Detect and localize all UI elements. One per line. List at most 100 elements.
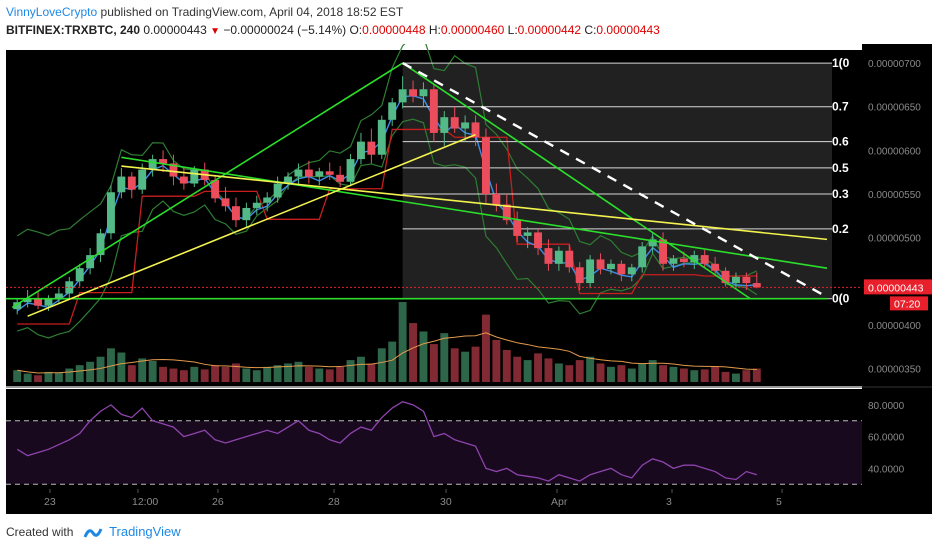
candle bbox=[575, 262, 584, 290]
candle bbox=[523, 227, 532, 249]
candle bbox=[565, 244, 574, 273]
candle-body bbox=[409, 89, 417, 97]
author-link[interactable]: VinnyLoveCrypto bbox=[6, 5, 98, 19]
candle-body bbox=[440, 117, 449, 133]
candle-body bbox=[325, 171, 334, 175]
volume-bar bbox=[429, 344, 438, 382]
rsi-axis-tick: 60.0000 bbox=[868, 433, 905, 444]
candle-body bbox=[127, 176, 136, 190]
green-wedge-line bbox=[121, 156, 828, 269]
volume-bar bbox=[75, 365, 84, 382]
candle-body bbox=[471, 122, 480, 138]
volume-bar bbox=[23, 373, 32, 382]
volume-bar bbox=[502, 350, 511, 382]
candle bbox=[502, 194, 511, 225]
candle bbox=[273, 176, 282, 203]
volume-bar bbox=[169, 368, 178, 382]
volume-bar bbox=[700, 369, 709, 382]
countdown-tag-text: 07:20 bbox=[894, 298, 920, 310]
candle-body bbox=[96, 233, 105, 256]
candle bbox=[388, 98, 397, 126]
symbol-label: BITFINEX:TRXBTC, 240 bbox=[6, 23, 141, 37]
candle bbox=[75, 263, 84, 287]
candle bbox=[54, 288, 63, 304]
volume-bar bbox=[575, 360, 584, 382]
candle-body bbox=[513, 220, 522, 236]
green-downtrend-line bbox=[402, 62, 751, 300]
price-axis-tick: 0.00000550 bbox=[868, 190, 921, 201]
candle bbox=[596, 253, 605, 275]
time-axis-tick: 23 bbox=[44, 496, 56, 508]
candle bbox=[669, 255, 678, 271]
fib-level-label: 0.6 bbox=[832, 135, 849, 149]
publish-info: VinnyLoveCrypto published on TradingView… bbox=[6, 5, 403, 19]
rsi-band-fill bbox=[6, 420, 862, 485]
candle-body bbox=[190, 169, 199, 184]
candle-body bbox=[273, 183, 282, 198]
candle bbox=[13, 298, 22, 315]
candle bbox=[471, 115, 480, 146]
volume-bar bbox=[544, 358, 553, 382]
candle-body bbox=[419, 89, 428, 97]
candle bbox=[409, 80, 417, 103]
candle-body bbox=[221, 198, 230, 207]
candle-body bbox=[252, 202, 261, 208]
volume-bar bbox=[513, 356, 522, 382]
volume-bar bbox=[242, 368, 251, 382]
candle-body bbox=[700, 255, 709, 264]
rsi-pane bbox=[6, 389, 862, 489]
volume-bar bbox=[471, 346, 480, 382]
candle-body bbox=[336, 174, 345, 182]
candle bbox=[732, 272, 740, 289]
volume-bar bbox=[107, 348, 115, 382]
candle bbox=[638, 242, 647, 273]
time-axis-tick: 5 bbox=[776, 496, 782, 508]
candle-body bbox=[534, 232, 542, 249]
candle bbox=[159, 150, 167, 173]
candle bbox=[627, 263, 636, 282]
candle bbox=[700, 249, 709, 268]
candle-body bbox=[242, 207, 251, 221]
volume-bar bbox=[450, 348, 459, 382]
candle bbox=[429, 84, 438, 142]
close-value: 0.00000443 bbox=[596, 23, 660, 37]
candle bbox=[367, 128, 376, 164]
volume-bar bbox=[461, 351, 470, 382]
volume-bar bbox=[96, 356, 105, 382]
rsi-axis-tick: 80.0000 bbox=[868, 401, 905, 412]
candle bbox=[211, 174, 220, 203]
price-axis-tick: 0.00000350 bbox=[868, 365, 921, 376]
volume-bar bbox=[211, 365, 220, 382]
candle-body bbox=[357, 141, 365, 160]
candle-body bbox=[169, 163, 178, 177]
price-chart[interactable]: 1(0 0.7 0.6 0.5 0.3 0.2 0(0 0.00000700 0.0000065… bbox=[0, 44, 932, 514]
volume-bar bbox=[284, 363, 292, 382]
volume-bar bbox=[638, 363, 647, 382]
volume-bar bbox=[304, 366, 313, 382]
volume-bar bbox=[367, 363, 376, 382]
tradingview-brand[interactable]: TradingView bbox=[109, 524, 181, 539]
candle bbox=[263, 192, 272, 212]
fib-level-label: 0.7 bbox=[832, 100, 849, 114]
candle-body bbox=[565, 250, 574, 268]
volume-bar bbox=[586, 356, 595, 382]
candle bbox=[450, 106, 459, 133]
candle-body bbox=[54, 293, 63, 299]
candle-body bbox=[648, 239, 657, 247]
candle-body bbox=[461, 122, 470, 129]
volume-bar bbox=[315, 368, 324, 382]
volume-bar bbox=[482, 314, 490, 382]
created-with-text: Created with bbox=[6, 525, 74, 539]
price-axis-tick: 0.00000500 bbox=[868, 234, 921, 245]
candle bbox=[252, 195, 261, 215]
volume-bar bbox=[440, 333, 449, 382]
fib-level-label: 0.3 bbox=[832, 187, 849, 201]
published-text: published on TradingView.com, April 04, … bbox=[100, 5, 404, 19]
volume-bar bbox=[232, 363, 240, 382]
last-price-tag bbox=[864, 279, 932, 295]
high-label: H: bbox=[428, 23, 441, 37]
candle-body bbox=[596, 259, 605, 270]
candle-body bbox=[523, 232, 532, 236]
volume-bar bbox=[607, 366, 615, 382]
candle-body bbox=[13, 302, 22, 310]
